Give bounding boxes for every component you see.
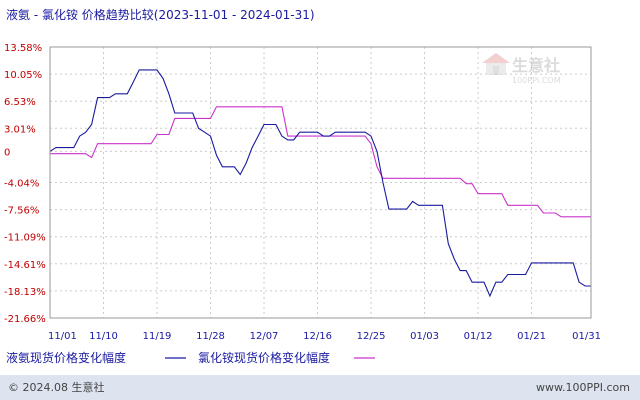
x-tick-label: 12/25 (357, 331, 386, 342)
y-tick-label: -14.61% (4, 260, 46, 271)
series-line-2 (50, 106, 591, 218)
x-tick-label: 11/01 (48, 331, 77, 342)
y-tick-label: -11.09% (4, 233, 46, 244)
plot-area (49, 46, 592, 319)
y-axis: 13.58% 10.05% 6.53% 3.01% 0 -4.04% -7.56% -11.0… (4, 43, 46, 325)
x-tick-label: 01/03 (410, 331, 439, 342)
y-tick-label: 3.01% (4, 124, 36, 135)
footer-bar (0, 375, 640, 400)
x-axis: 11/01 11/10 11/19 11/28 12/07 12/16 12/25 01/03… (48, 331, 601, 342)
x-tick-label: 11/19 (143, 331, 172, 342)
y-tick-label: -7.56% (4, 206, 39, 217)
x-tick-label: 12/07 (250, 331, 279, 342)
legend-label-series-1: 液氨现货价格变化幅度 (6, 350, 126, 365)
watermark: 生意社 100PPI.COM (482, 53, 561, 85)
chart-title: 液氨 - 氯化铵 价格趋势比较(2023-11-01 - 2024-01-31) (6, 7, 315, 22)
y-tick-label: -4.04% (4, 179, 39, 190)
watermark-url: 100PPI.COM (512, 76, 561, 85)
footer-copyright: © 2024.08 生意社 (8, 380, 104, 394)
x-tick-label: 11/10 (89, 331, 118, 342)
x-tick-label: 12/16 (303, 331, 332, 342)
y-tick-label: 0 (4, 147, 10, 158)
series-layer (49, 69, 591, 298)
y-tick-label: 6.53% (4, 97, 36, 108)
grid (50, 47, 591, 318)
series-line-1 (49, 69, 591, 298)
x-tick-label: 01/21 (517, 331, 546, 342)
legend-label-series-2: 氯化铵现货价格变化幅度 (198, 350, 330, 365)
house-logo-icon (482, 53, 510, 75)
y-tick-label: 13.58% (4, 43, 42, 54)
y-tick-label: -21.66% (4, 314, 46, 325)
footer-site[interactable]: www.100PPI.com (536, 381, 630, 394)
y-tick-label: 10.05% (4, 70, 42, 81)
x-tick-label: 11/28 (196, 331, 225, 342)
legend: 液氨现货价格变化幅度 氯化铵现货价格变化幅度 (6, 350, 375, 365)
footer: © 2024.08 生意社 www.100PPI.com (0, 375, 640, 400)
watermark-brand: 生意社 (512, 56, 560, 75)
x-tick-label: 01/31 (572, 331, 601, 342)
x-tick-label: 01/12 (464, 331, 493, 342)
y-tick-label: -18.13% (4, 287, 46, 298)
